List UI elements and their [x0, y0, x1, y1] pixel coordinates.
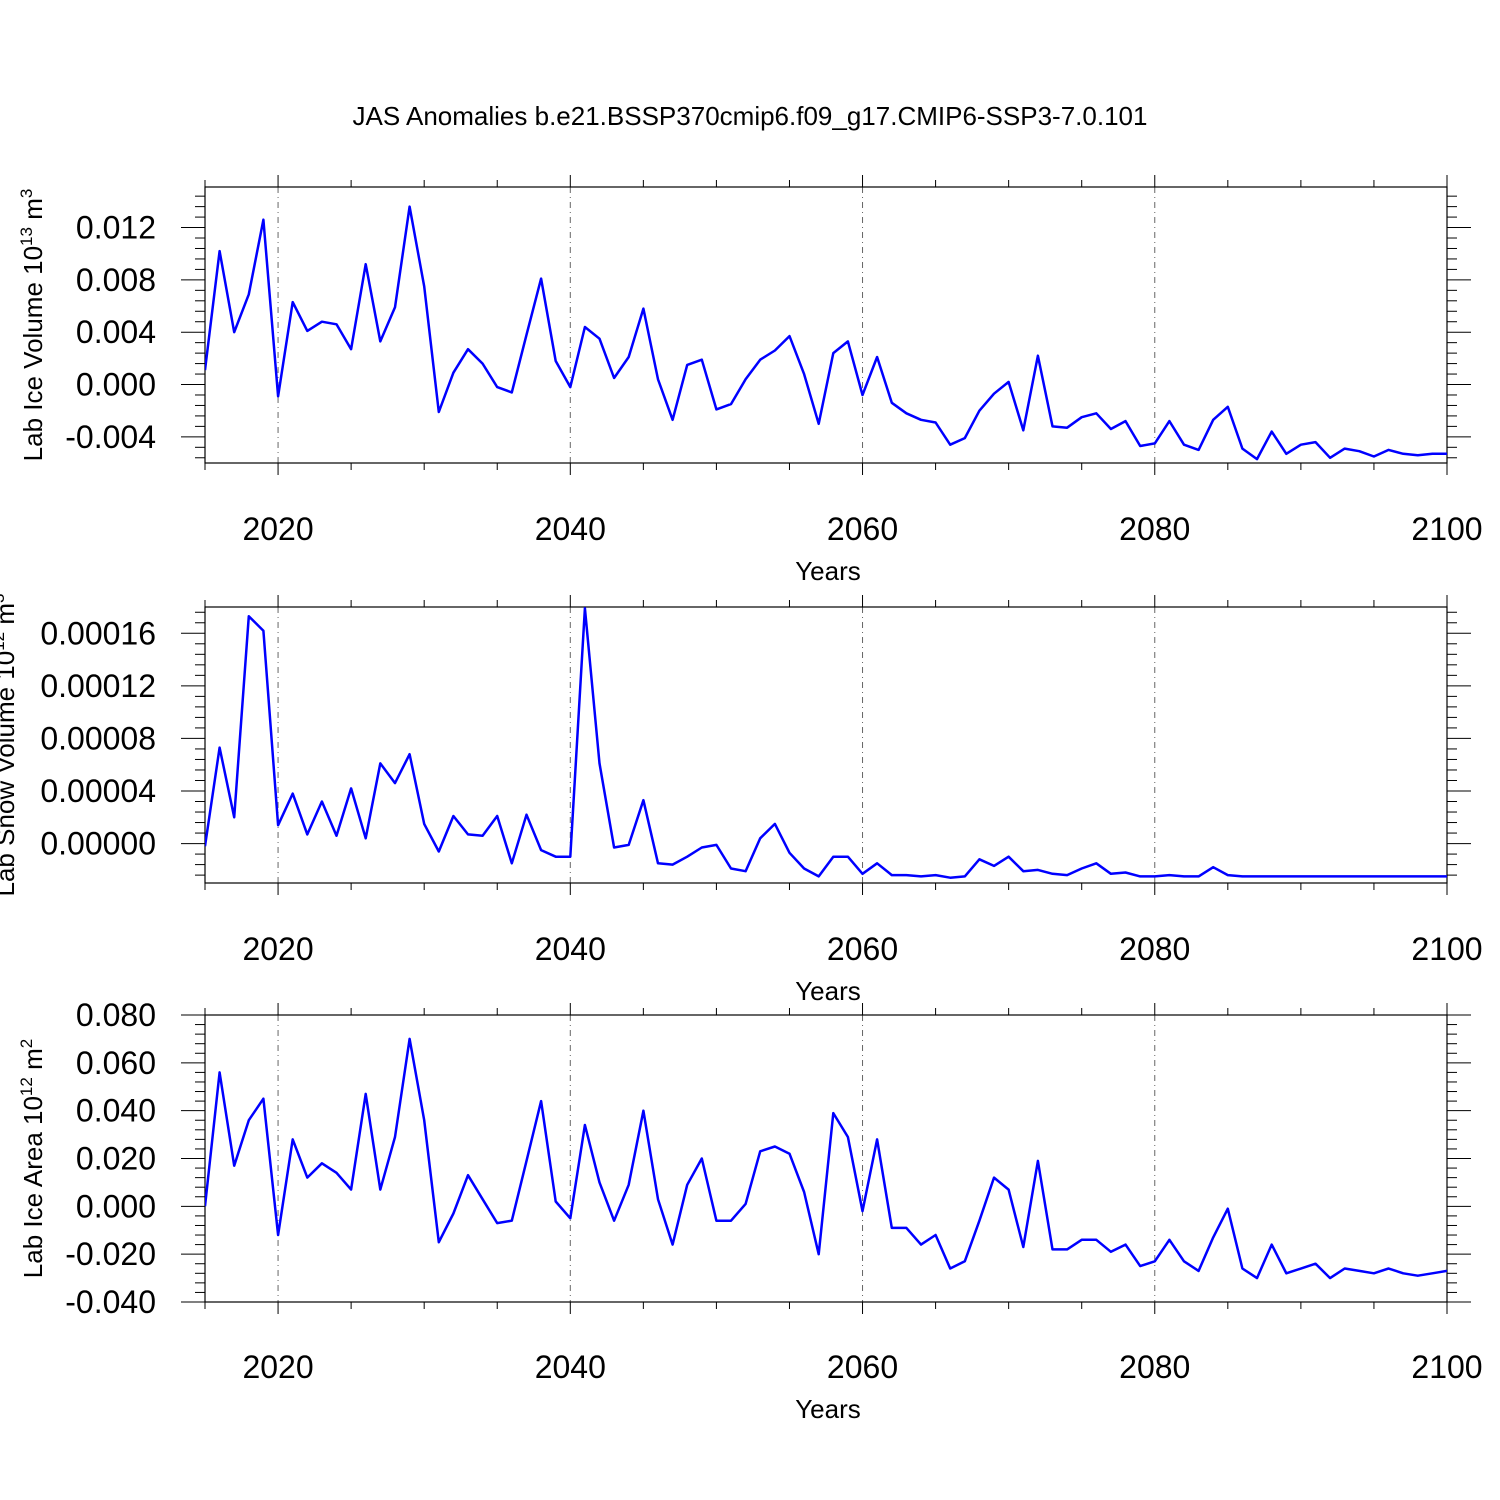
plot-frame — [204, 1014, 1448, 1303]
y-tick-label: 0.012 — [76, 210, 156, 246]
panels: 2020 2040 2060 2080 2100 Years -0.004 0.000 0.00… — [0, 175, 1483, 1424]
panel-lab-snow-volume: 2020 2040 2060 2080 2100 Years 0.00000 0.00004 0… — [0, 593, 1483, 1006]
plot-frame — [204, 186, 1448, 464]
y-tick-label: 0.004 — [76, 314, 156, 350]
x-tick-label: 2060 — [827, 1349, 898, 1385]
y-tick-label: 0.00016 — [40, 615, 156, 651]
x-tick-label: 2040 — [535, 511, 606, 547]
x-tick-label: 2080 — [1119, 511, 1190, 547]
panel-lab-ice-area: 2020 2040 2060 2080 2100 Years -0.040 -0.020 0.0… — [17, 997, 1483, 1424]
x-tick-label: 2060 — [827, 931, 898, 967]
y-tick-label: 0.080 — [76, 997, 156, 1033]
x-tick-label: 2040 — [535, 931, 606, 967]
panel-lab-ice-volume: 2020 2040 2060 2080 2100 Years -0.004 0.000 0.00… — [17, 175, 1483, 586]
y-tick-label: 0.008 — [76, 262, 156, 298]
y-tick-label: -0.020 — [65, 1236, 156, 1272]
series-line — [205, 607, 1447, 879]
x-tick-label: 2020 — [242, 1349, 313, 1385]
chart-title: JAS Anomalies b.e21.BSSP370cmip6.f09_g17… — [353, 101, 1148, 131]
x-axis-title: Years — [795, 556, 861, 586]
plot-frame — [204, 606, 1448, 884]
x-tick-label: 2100 — [1411, 511, 1482, 547]
y-tick-label: 0.00012 — [40, 668, 156, 704]
x-axis-title: Years — [795, 1394, 861, 1424]
x-axis-title: Years — [795, 976, 861, 1006]
x-tick-label: 2080 — [1119, 1349, 1190, 1385]
y-tick-label: 0.060 — [76, 1045, 156, 1081]
y-tick-label: 0.040 — [76, 1093, 156, 1129]
y-axis-title: Lab Ice Area 1012 m2 — [17, 1039, 48, 1278]
y-tick-label: 0.000 — [76, 367, 156, 403]
y-tick-label: -0.004 — [65, 419, 156, 455]
y-tick-label: 0.000 — [76, 1188, 156, 1224]
y-axis-title: Lab Ice Volume 1013 m3 — [17, 189, 48, 462]
series-line — [205, 205, 1447, 461]
x-tick-label: 2060 — [827, 511, 898, 547]
y-tick-label: 0.00000 — [40, 826, 156, 862]
x-tick-label: 2020 — [242, 931, 313, 967]
y-tick-label: -0.040 — [65, 1284, 156, 1320]
x-tick-label: 2100 — [1411, 931, 1482, 967]
x-tick-label: 2100 — [1411, 1349, 1482, 1385]
series-line — [205, 1037, 1447, 1280]
y-tick-label: 0.020 — [76, 1141, 156, 1177]
x-tick-label: 2080 — [1119, 931, 1190, 967]
x-tick-label: 2040 — [535, 1349, 606, 1385]
y-tick-label: 0.00008 — [40, 720, 156, 756]
y-tick-label: 0.00004 — [40, 773, 156, 809]
y-axis-title: Lab Snow Volume 1012 m3 — [0, 593, 20, 896]
x-tick-label: 2020 — [242, 511, 313, 547]
